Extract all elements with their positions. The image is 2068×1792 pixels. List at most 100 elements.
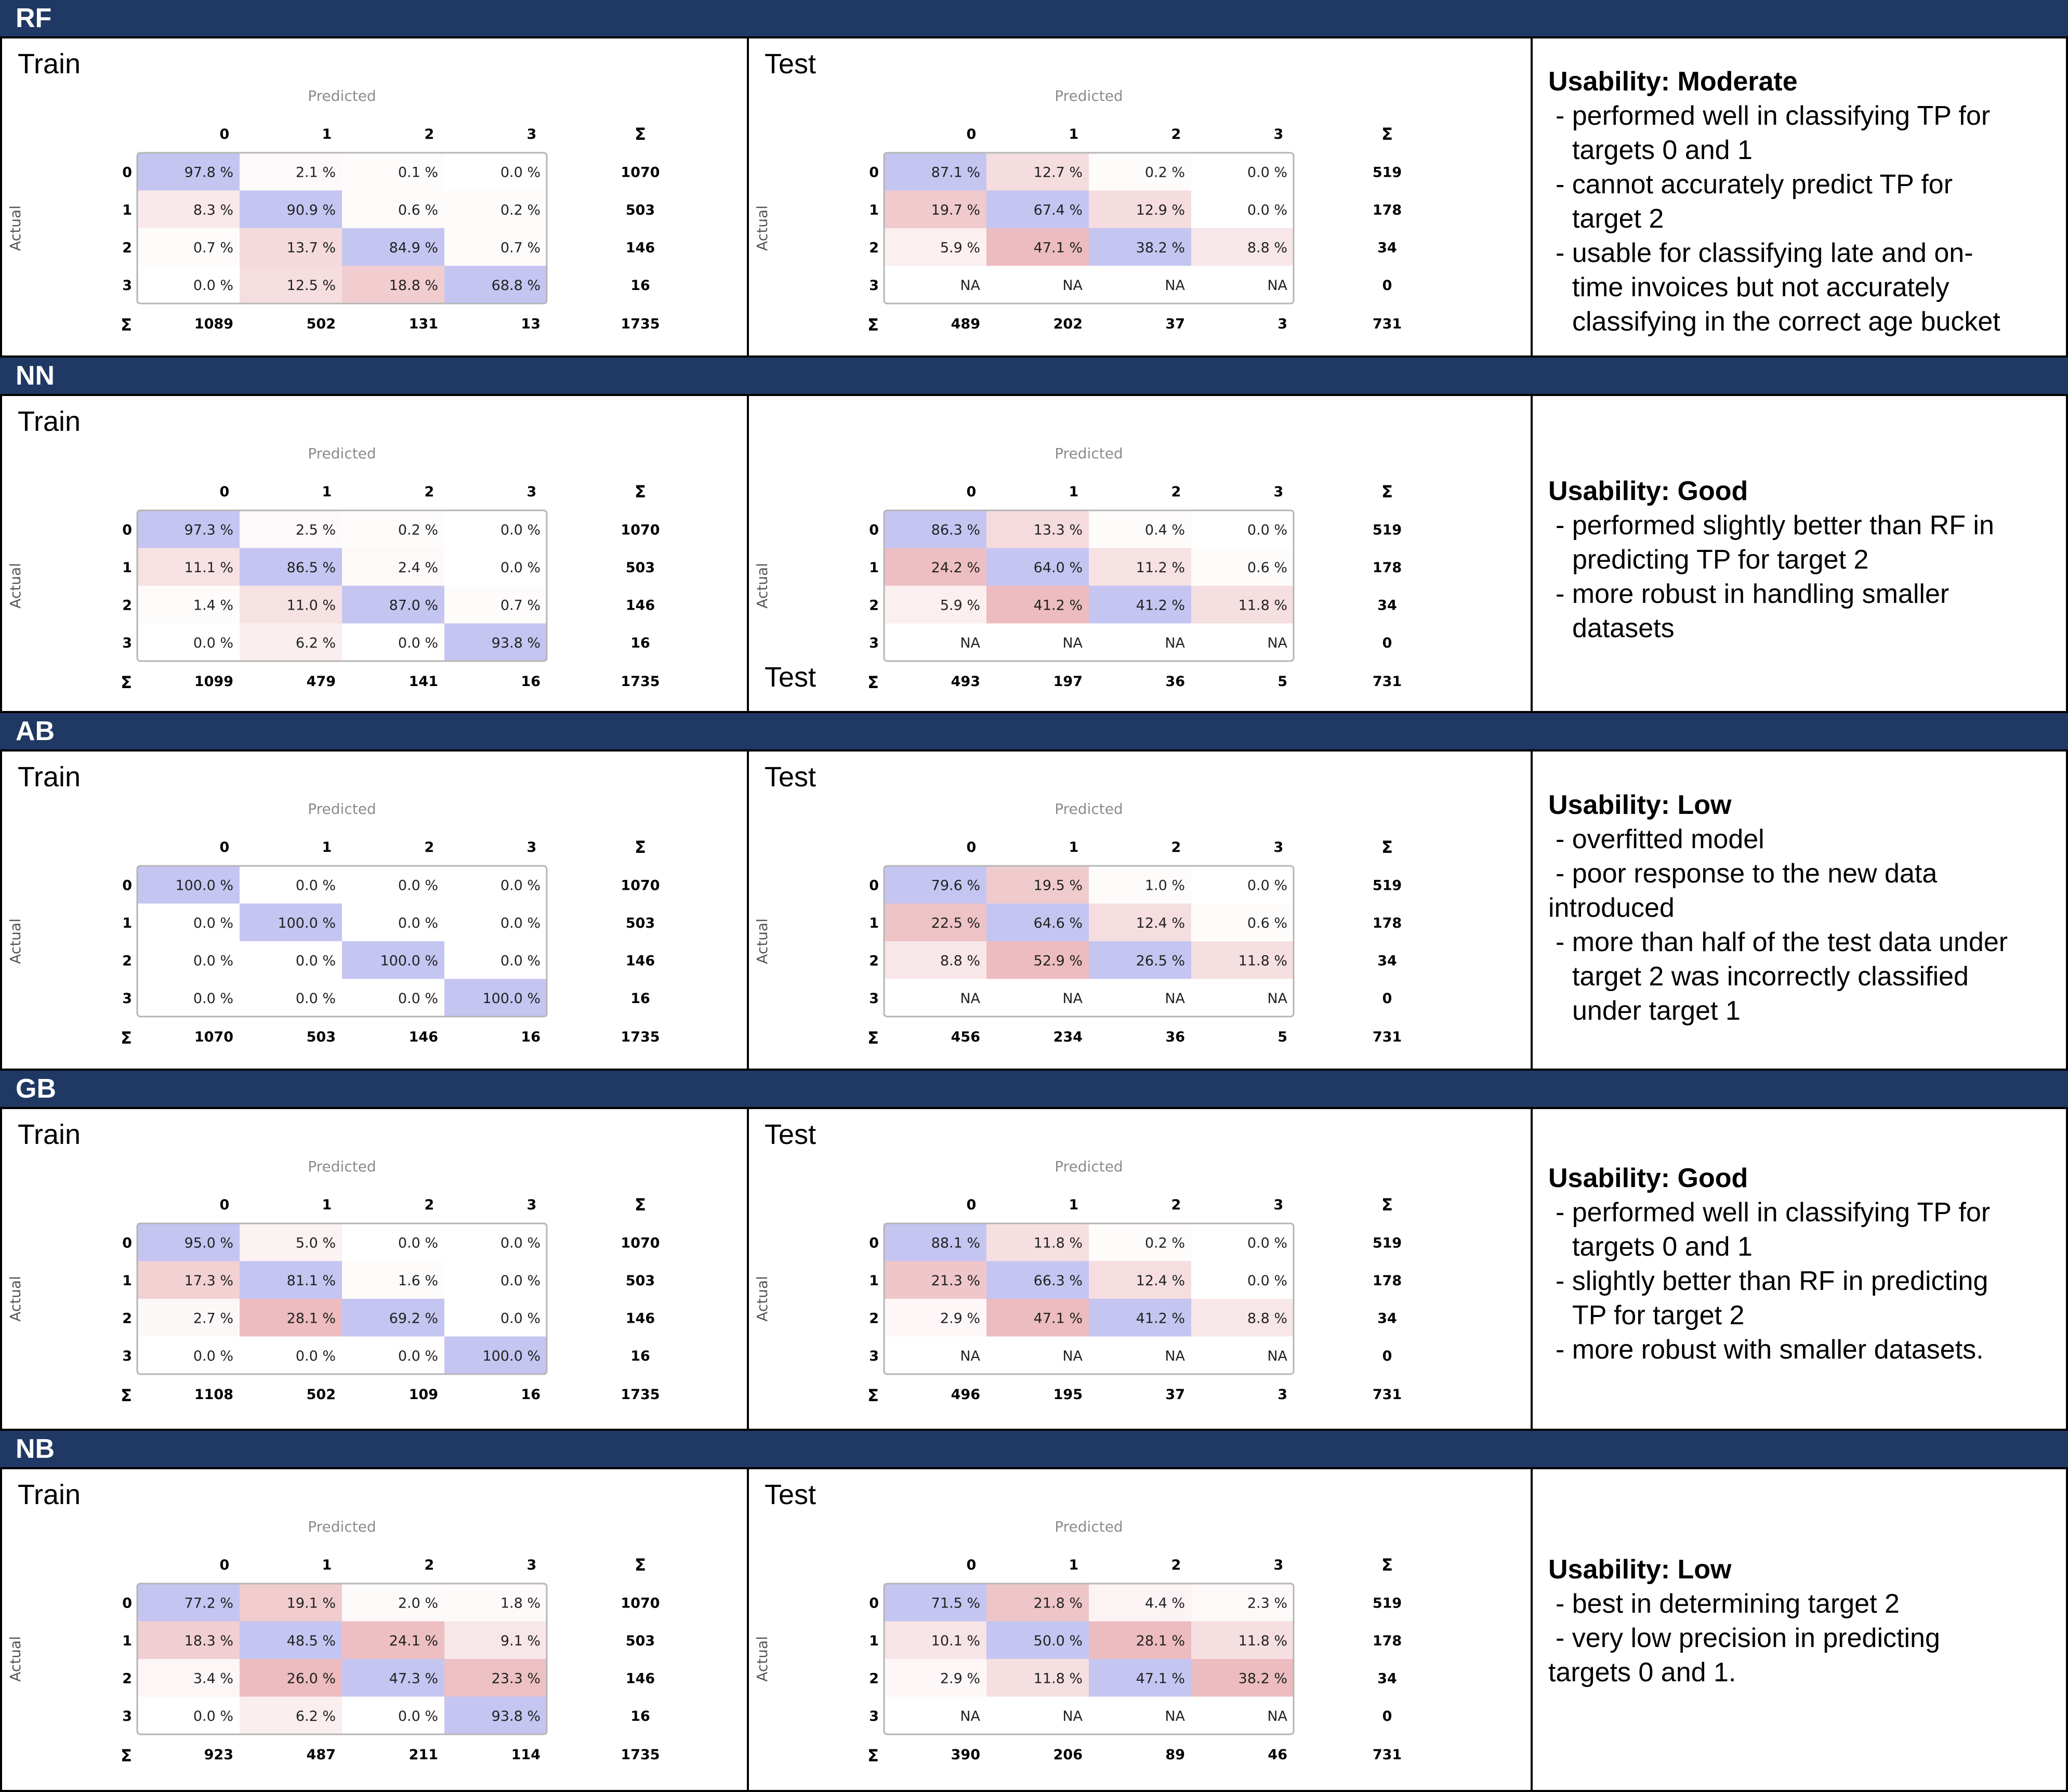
cm-row-header: 1: [122, 202, 132, 218]
cm-col-header: 1: [1069, 1557, 1079, 1573]
cm-cell-value: 50.0 %: [1034, 1633, 1083, 1649]
cm-cell-bg: [884, 1336, 986, 1374]
cm-cell-bg: [1191, 1336, 1294, 1374]
cm-row-total: 34: [1377, 597, 1397, 613]
cm-col-header: 2: [425, 1197, 434, 1213]
cm-col-total: 456: [951, 1029, 980, 1045]
cm-cell-bg: [1089, 1223, 1191, 1261]
train-label: Train: [18, 406, 81, 437]
cm-cell-bg: [342, 586, 444, 624]
cm-cell-value: 0.0 %: [193, 278, 233, 294]
cm-row-header: 3: [869, 1348, 879, 1364]
cm-cell-bg: [240, 153, 342, 191]
cm-col-header: 2: [425, 126, 434, 142]
cm-cell-value: 0.0 %: [500, 164, 541, 180]
cm-cell-bg: [1191, 1621, 1294, 1659]
test-confusion-matrix: Predicted Actual 0 1 2 3 Σ 0 88.1 % 11.8 % 0.2 % 0.…: [754, 1158, 1402, 1405]
cm-col-total: 5: [1277, 674, 1287, 690]
cm-grid-border: [136, 509, 548, 662]
cm-cell-bg: [1089, 228, 1191, 266]
section-body: Train Predicted Actual 0 1 2 3 Σ 0 97.8 % 2.1 % 0.1…: [0, 36, 2068, 358]
train-confusion-matrix: Predicted Actual 0 1 2 3 Σ 0 97.3 % 2.5 % 0.2 % 0.0…: [7, 445, 660, 692]
cm-cell-value: 0.6 %: [1247, 915, 1287, 931]
usability-rating: Usability: Low: [1548, 1554, 1732, 1585]
cm-row-total: 16: [630, 278, 650, 294]
usability-cell: Usability: Good - performed well in class…: [1533, 1109, 2066, 1429]
cm-col-header: 3: [527, 1197, 537, 1213]
cm-cell-value: 11.0 %: [287, 597, 336, 613]
cm-row-total: 503: [626, 915, 655, 931]
section-body: Train Predicted Actual 0 1 2 3 Σ 0 97.3 % 2.5 % 0.2…: [0, 394, 2068, 713]
cm-cell-value: 18.8 %: [389, 278, 438, 294]
cm-cell-bg: [240, 266, 342, 304]
cm-cell-value: 47.1 %: [1034, 240, 1083, 256]
cm-col-total: 13: [521, 316, 541, 332]
cm-cell-value: 8.3 %: [193, 202, 233, 218]
cm-cell-bg: [240, 1584, 342, 1622]
cm-col-total: 1070: [194, 1029, 233, 1045]
usability-cell: Usability: Low - overfitted model - poor r…: [1533, 752, 2066, 1069]
usability-note: target 2: [1572, 204, 1664, 234]
cm-row-total: 0: [1382, 1348, 1392, 1364]
cm-cell-bg: [986, 1336, 1089, 1374]
cm-cell-value: 2.3 %: [1247, 1595, 1287, 1611]
section-header: NB: [0, 1431, 2068, 1467]
cm-row-total: 519: [1373, 877, 1402, 893]
cm-cell-value: 100.0 %: [482, 1348, 541, 1364]
cm-cell-bg: [444, 1299, 547, 1337]
cm-cell-value: 2.4 %: [398, 560, 438, 576]
train-label: Train: [18, 48, 81, 80]
cm-cell-value: 0.0 %: [398, 1348, 438, 1364]
cm-cell-value: 0.0 %: [193, 1348, 233, 1364]
usability-note: under target 1: [1572, 996, 1741, 1026]
cm-row-total: 1070: [621, 522, 660, 538]
cm-cell-value: 0.7 %: [500, 597, 541, 613]
cm-col-total: 202: [1053, 316, 1083, 332]
cm-predicted-label: Predicted: [1055, 800, 1123, 818]
cm-cell-bg: [342, 1223, 444, 1261]
cm-cell-bg: [1089, 623, 1191, 661]
cm-cell-bg: [1191, 228, 1294, 266]
usability-note: targets 0 and 1: [1572, 135, 1753, 165]
cm-col-total: 1099: [194, 674, 233, 690]
cm-cell-value: 0.0 %: [296, 877, 336, 893]
cm-cell-bg: [1089, 548, 1191, 586]
cm-col-total: 502: [307, 316, 336, 332]
cm-cell-bg: [1191, 190, 1294, 228]
cm-cell-bg: [884, 1223, 986, 1261]
usability-notes: Usability: Moderate - performed well in c…: [1548, 64, 2056, 339]
cm-cell-value: 0.0 %: [398, 1708, 438, 1724]
cm-col-total: 16: [521, 1029, 541, 1045]
cm-cell-bg: [1191, 1261, 1294, 1299]
cm-actual-label: Actual: [7, 563, 24, 609]
cm-row-header: 0: [869, 877, 879, 893]
cm-cell-value: 68.8 %: [492, 278, 541, 294]
cm-cell-bg: [1191, 941, 1294, 979]
cm-row-header: 0: [869, 1235, 879, 1251]
cm-row-total: 34: [1377, 1310, 1397, 1326]
usability-cell: Usability: Moderate - performed well in c…: [1533, 38, 2066, 355]
cm-row-header: 3: [869, 1708, 879, 1724]
cm-col-header: 3: [1274, 484, 1284, 500]
cm-cell-bg: [342, 941, 444, 979]
cm-col-total: 502: [307, 1387, 336, 1403]
cm-cell-bg: [240, 979, 342, 1017]
cm-row-total: 178: [1373, 915, 1402, 931]
cm-cell-value: 84.9 %: [389, 240, 438, 256]
cm-cell-value: 38.2 %: [1136, 240, 1185, 256]
cm-cell-bg: [1191, 903, 1294, 941]
cm-cell-value: 41.2 %: [1034, 597, 1083, 613]
cm-cell-bg: [1089, 1696, 1191, 1734]
cm-col-header: 0: [967, 484, 977, 500]
cm-col-header: 3: [1274, 126, 1284, 142]
cm-col-total: 923: [204, 1747, 233, 1763]
cm-predicted-label: Predicted: [308, 1518, 376, 1535]
cm-cell-bg: [444, 623, 547, 661]
cm-cell-bg: [342, 1336, 444, 1374]
cm-cell-value: 10.1 %: [931, 1633, 980, 1649]
cm-cell-value: 24.2 %: [931, 560, 980, 576]
usability-rating: Usability: Moderate: [1548, 67, 1798, 97]
cm-cell-bg: [1191, 1299, 1294, 1337]
cm-col-header: 3: [527, 839, 537, 855]
cm-col-header: 0: [967, 839, 977, 855]
